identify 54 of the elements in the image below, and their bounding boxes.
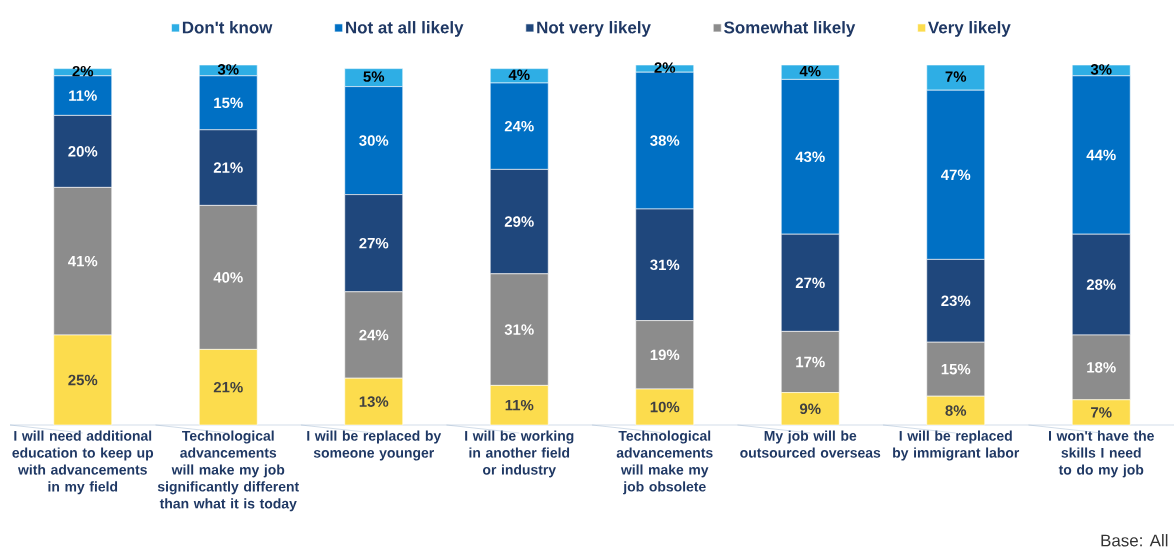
data-label: 31% [504, 324, 534, 335]
data-label: 8% [945, 405, 967, 416]
text: Base: All [1101, 534, 1168, 547]
data-label: 43% [795, 151, 825, 163]
data-label: 15% [214, 97, 243, 109]
x-tick-label: I will be replaced by someone younger [307, 430, 442, 461]
data-label: 17% [796, 356, 825, 368]
x-tick-label: Technological advancements will make my job significantly different than what it is today [157, 430, 299, 512]
legend-label: Very likely [928, 21, 1011, 37]
data-label: 27% [359, 237, 389, 249]
x-tick-label: I will need additional education to keep up with advancements in my field [12, 430, 154, 495]
data-label: 3% [1090, 64, 1112, 75]
x-tick-label: Technological advancements will make my job obsolete [616, 430, 713, 495]
legend-label: Not at all likely [346, 21, 464, 37]
data-label: 40% [213, 272, 243, 283]
data-label: 27% [795, 277, 825, 289]
data-label: 7% [1091, 407, 1112, 418]
data-label: 21% [213, 162, 243, 173]
data-label: 41% [68, 255, 98, 267]
data-label: 5% [363, 71, 385, 82]
data-label: 4% [799, 65, 821, 77]
data-label: 23% [941, 295, 971, 307]
data-label: 7% [945, 71, 967, 82]
data-label: 31% [650, 259, 680, 271]
x-tick-label: I will be replaced by immigrant labor [893, 430, 1020, 461]
data-label: 30% [359, 135, 389, 146]
data-label: 13% [359, 396, 389, 407]
data-label: 19% [650, 349, 680, 361]
data-label: 10% [650, 401, 680, 413]
data-label: 29% [504, 216, 534, 227]
data-label: 24% [504, 120, 534, 132]
data-label: 11% [505, 399, 534, 411]
x-tick-label: I will be working in another field or industry [465, 430, 574, 478]
data-label: 47% [941, 169, 971, 181]
data-label: 15% [941, 363, 971, 375]
data-label: 2% [654, 62, 676, 73]
legend-label: Don't know [182, 21, 273, 34]
data-label: 44% [1086, 149, 1116, 161]
data-label: 2% [72, 65, 94, 77]
data-label: 24% [359, 329, 389, 341]
data-label: 11% [69, 90, 97, 101]
data-label: 9% [799, 403, 821, 415]
data-label: 38% [650, 135, 680, 146]
data-label: 28% [1086, 279, 1116, 290]
data-label: 21% [213, 381, 243, 393]
data-label: 20% [68, 146, 98, 157]
data-label: 18% [1087, 362, 1116, 373]
data-label: 25% [68, 374, 98, 386]
data-label: 4% [508, 69, 530, 81]
data-label: 3% [217, 64, 239, 75]
legend-label: Somewhat likely [724, 21, 856, 37]
x-tick-label: My job will be outsourced overseas [740, 430, 881, 458]
legend-label: Not very likely [537, 21, 651, 37]
x-tick-label: I won't have the skills I need to do my job [1048, 430, 1154, 478]
